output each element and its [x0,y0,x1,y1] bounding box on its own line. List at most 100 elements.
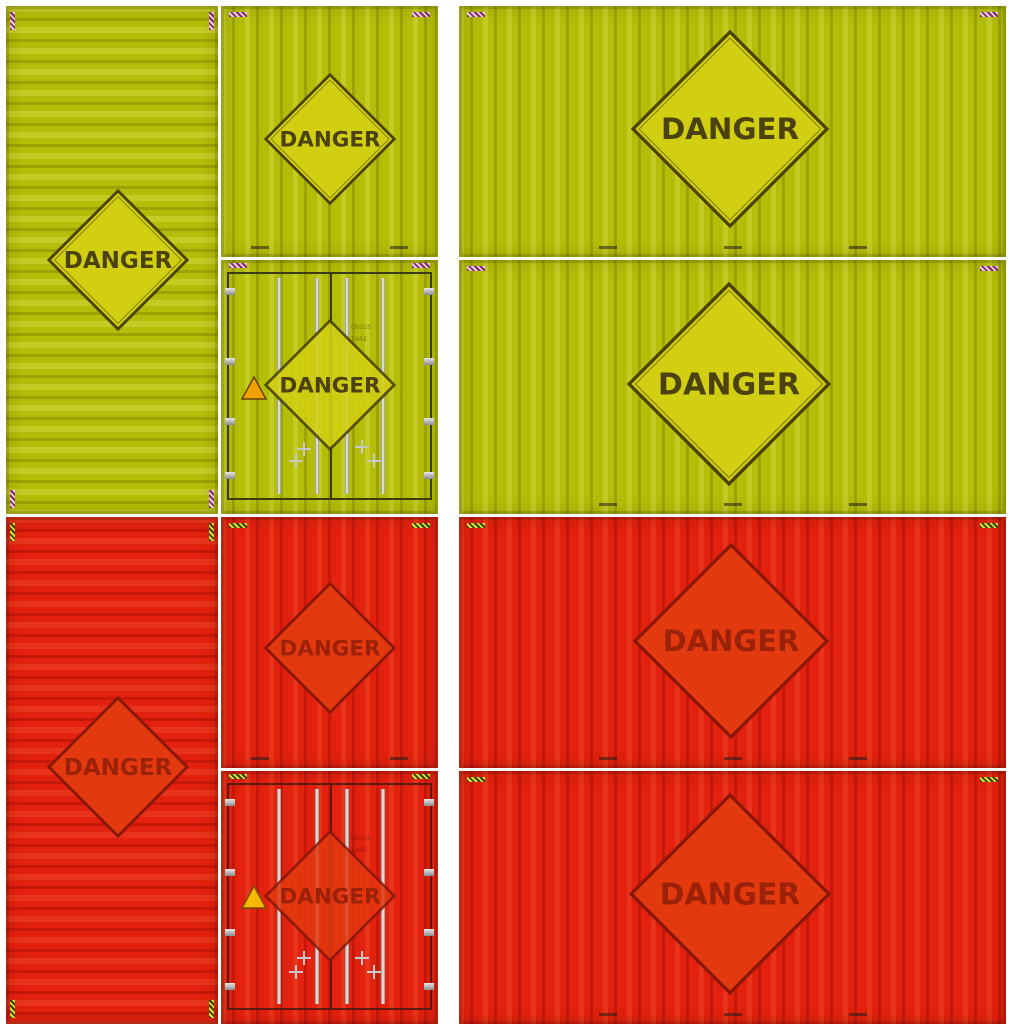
floor-marker [724,246,742,249]
door-cam-icon [367,454,381,468]
locking-bar [345,789,349,1004]
door-hinge [424,358,434,365]
hazard-stripe [229,12,247,17]
danger-sign: DANGER [46,188,190,332]
locking-bar [315,278,319,494]
floor-marker [849,757,867,760]
door-hinge [225,418,235,425]
hazard-stripe [980,12,998,17]
gross-weight-label: GROSS [351,835,372,842]
hazard-stripe [980,266,998,271]
floor-marker [599,246,617,249]
hazard-stripe [412,263,430,268]
door-hinge [424,472,434,479]
door-hinge [225,869,235,876]
door-cam-icon [355,951,369,965]
danger-sign: DANGER [629,28,831,230]
hazard-stripe [467,523,485,528]
hazard-stripe [10,1000,15,1018]
door-hinge [225,929,235,936]
door-split-line [329,785,332,1008]
tare-weight-label: TARE [351,847,368,854]
door-cam-icon [297,442,311,456]
door-hinge [424,418,434,425]
locking-bar [381,789,385,1004]
locking-bar [381,278,385,494]
yellow-container-end-panel: DANGER [221,6,438,257]
hazard-stripe [412,774,430,779]
floor-marker [599,503,617,506]
red-container-door-panel: GROSS TARE DANGER [221,771,438,1024]
red-container-end-panel: DANGER [221,517,438,768]
hazard-stripe [467,12,485,17]
floor-marker [599,757,617,760]
door-cam-icon [355,440,369,454]
danger-sign-label: DANGER [279,127,381,152]
hazard-stripe [10,490,15,508]
floor-marker [251,246,269,249]
danger-sign: DANGER [631,541,831,741]
door-cam-icon [297,951,311,965]
door-split-line [329,274,332,498]
locking-bar [277,278,281,494]
door-hinge [225,358,235,365]
floor-marker [849,246,867,249]
hazard-stripe [10,523,15,541]
floor-marker [724,503,742,506]
danger-sign-label: DANGER [658,367,800,402]
floor-marker [390,757,408,760]
hazard-stripe [209,12,214,30]
locking-bar [277,789,281,1004]
floor-marker [849,1013,867,1016]
hazard-stripe [412,12,430,17]
hazard-stripe [209,1000,214,1018]
locking-bar [345,278,349,494]
red-container-side-panel: DANGER [6,517,218,1024]
danger-sign: DANGER [46,695,190,839]
hazard-stripe [209,490,214,508]
hazard-stripe [10,12,15,30]
floor-marker [251,757,269,760]
danger-sign: DANGER [263,581,397,715]
yellow-container-long-side-lower: DANGER [459,260,1006,514]
hazard-stripe [229,263,247,268]
danger-sign: DANGER [625,280,833,488]
hazard-stripe [467,777,485,782]
door-cam-icon [289,965,303,979]
danger-sign-label: DANGER [279,636,381,661]
yellow-container-door-panel: GROSS TARE DANGER [221,260,438,514]
door-hinge [225,472,235,479]
floor-marker [724,757,742,760]
hazard-stripe [467,266,485,271]
hazard-stripe [980,523,998,528]
danger-sign: DANGER [263,72,397,206]
danger-sign-label: DANGER [64,248,173,274]
door-cam-icon [289,454,303,468]
red-container-long-side-lower: DANGER [459,771,1006,1024]
floor-marker [724,1013,742,1016]
danger-sign-label: DANGER [663,624,800,658]
door-hinge [225,288,235,295]
danger-sign-label: DANGER [64,755,173,781]
locking-bar [315,789,319,1004]
hazard-stripe [412,523,430,528]
floor-marker [849,503,867,506]
floor-marker [390,246,408,249]
warning-triangle-icon [241,885,267,909]
hazard-stripe [209,523,214,541]
danger-sign-label: DANGER [660,877,801,912]
tare-weight-label: TARE [351,336,368,343]
warning-triangle-icon [241,376,267,400]
door-hinge [424,288,434,295]
red-container-long-side-upper: DANGER [459,517,1006,768]
yellow-container-long-side-upper: DANGER [459,6,1006,257]
door-hinge [424,799,434,806]
hazard-stripe [229,523,247,528]
danger-sign-label: DANGER [661,112,799,146]
yellow-container-side-panel: DANGER [6,6,218,514]
hazard-stripe [980,777,998,782]
floor-marker [599,1013,617,1016]
door-hinge [424,869,434,876]
door-cam-icon [367,965,381,979]
door-hinge [424,929,434,936]
